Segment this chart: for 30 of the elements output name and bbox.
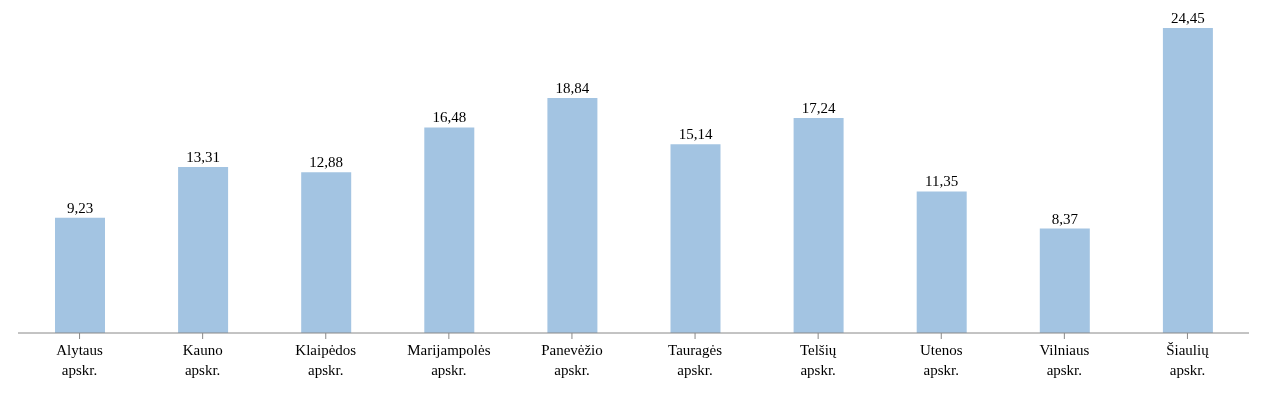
- bar: [178, 166, 229, 333]
- bar: [547, 97, 598, 333]
- bar: [670, 144, 721, 333]
- bar: [424, 127, 475, 333]
- x-tick-label: Marijampolės apskr.: [407, 342, 491, 378]
- data-label: 9,23: [66, 199, 94, 216]
- x-tick-label: Tauragės apskr.: [668, 342, 723, 378]
- data-label: 13,31: [186, 148, 220, 165]
- data-label: 12,88: [309, 154, 344, 171]
- data-label: 17,24: [801, 99, 836, 116]
- x-tick-label: Kauno apskr.: [182, 342, 223, 378]
- data-label: 16,48: [432, 109, 467, 126]
- data-label: 15,14: [678, 126, 713, 143]
- bar: [55, 217, 105, 333]
- data-label: 11,35: [925, 173, 959, 190]
- x-tick-label: Telšių apskr.: [799, 342, 837, 378]
- x-tick-label: Šiaulių apskr.: [1166, 342, 1210, 378]
- bar: [1039, 228, 1090, 333]
- x-tick-label: Panevėžio apskr.: [541, 342, 603, 378]
- data-label: 8,37: [1051, 210, 1079, 227]
- x-tick-label: Vilniaus apskr.: [1039, 342, 1090, 378]
- x-tick-label: Alytaus apskr.: [56, 342, 104, 378]
- bar: [301, 172, 352, 333]
- bar: [793, 117, 844, 333]
- bar: [1162, 28, 1213, 333]
- x-tick-label: Klaipėdos apskr.: [295, 342, 357, 378]
- data-label: 18,84: [555, 79, 590, 96]
- data-label: 24,45: [1171, 10, 1205, 26]
- bar: [916, 191, 967, 333]
- x-tick-label: Utenos apskr.: [920, 342, 963, 378]
